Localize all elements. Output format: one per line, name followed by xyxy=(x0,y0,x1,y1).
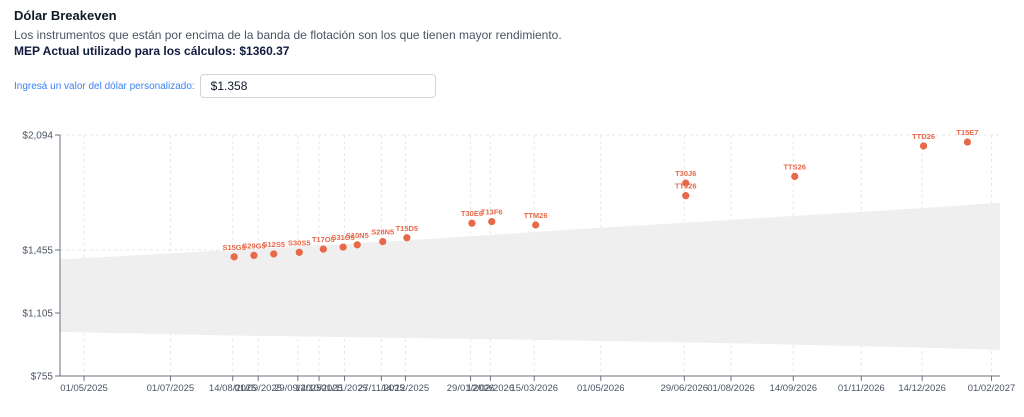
data-point xyxy=(532,221,540,229)
data-label: T30E6 xyxy=(461,209,483,218)
page-subtitle: Los instrumentos que están por encima de… xyxy=(14,28,562,42)
custom-dollar-label: Ingresá un valor del dólar personalizado… xyxy=(14,80,195,92)
data-point xyxy=(919,142,928,150)
data-point xyxy=(250,251,258,260)
data-label: S28N5 xyxy=(371,228,394,237)
chart-header: Dólar Breakeven Los instrumentos que est… xyxy=(14,8,1010,59)
x-tick-label: 29/06/2026 xyxy=(661,383,709,394)
x-tick-label: 12/02/2026 xyxy=(467,383,515,394)
data-label: T17O5 xyxy=(312,235,335,244)
x-tick-label: 14/10/2025 xyxy=(295,383,343,394)
x-tick-label: 15/03/2026 xyxy=(510,383,558,394)
x-tick-label: 01/07/2025 xyxy=(147,383,195,394)
custom-dollar-input[interactable] xyxy=(199,74,436,98)
data-point xyxy=(295,248,303,256)
x-tick-label: 01/08/2026 xyxy=(707,383,755,394)
x-tick-label: 01/05/2025 xyxy=(60,383,108,394)
y-tick-label: $2,094 xyxy=(22,131,53,142)
data-label: T30J6 xyxy=(675,169,696,178)
data-label: TTM26 xyxy=(524,211,548,220)
page-title: Dólar Breakeven xyxy=(14,8,117,23)
data-label: S29G5 xyxy=(242,241,265,250)
x-tick-label: 01/09/2025 xyxy=(234,383,282,394)
data-point xyxy=(682,192,690,200)
x-tick-label: 27/11/2025 xyxy=(358,383,405,394)
data-label: T13F6 xyxy=(481,208,503,217)
data-point xyxy=(270,250,278,258)
x-tick-label: 14/08/2025 xyxy=(209,383,257,394)
x-tick-label: 14/12/2025 xyxy=(382,383,430,394)
data-label: TTS26 xyxy=(783,162,806,171)
data-label: TTD26 xyxy=(912,132,935,141)
data-point xyxy=(353,241,361,249)
x-tick-label: 14/09/2026 xyxy=(770,383,818,394)
data-label: S10N5 xyxy=(346,231,369,240)
breakeven-chart: $2,094 $1,455 $1,105 $755 01/05/2025 01/07/20… xyxy=(0,120,1024,412)
data-label: S12S5 xyxy=(262,240,285,249)
mep-current-value: MEP Actual utilizado para los cálculos: … xyxy=(14,44,290,58)
x-tick-label: 29/09/2025 xyxy=(274,383,322,394)
data-point xyxy=(319,245,327,253)
x-tick-label: 29/01/2026 xyxy=(447,383,495,394)
flotation-band xyxy=(60,202,1000,350)
data-point xyxy=(379,237,387,246)
x-tick-label: 01/05/2026 xyxy=(577,383,625,394)
custom-dollar-row: Ingresá un valor del dólar personalizado… xyxy=(14,74,436,98)
x-tick-label: 01/11/2026 xyxy=(838,383,885,394)
y-tick-label: $755 xyxy=(31,372,54,383)
y-tick-label: $1,105 xyxy=(22,309,53,320)
breakeven-chart-svg: $2,094 $1,455 $1,105 $755 01/05/2025 01/07/20… xyxy=(22,128,1016,394)
x-tick-label: 14/12/2026 xyxy=(898,383,946,394)
data-point xyxy=(403,234,411,242)
data-point xyxy=(468,219,476,227)
x-tick-label: 01/11/2025 xyxy=(321,383,368,394)
data-point xyxy=(791,172,799,180)
y-tick-label: $1,455 xyxy=(22,246,53,257)
data-point xyxy=(230,253,238,261)
data-point xyxy=(488,217,496,226)
data-label: S30S5 xyxy=(288,238,311,247)
data-label: S31O5 xyxy=(331,233,354,242)
data-label: T15E7 xyxy=(956,128,978,137)
data-label: S15G5 xyxy=(222,243,245,252)
data-label: TTJ26 xyxy=(675,182,697,191)
x-tick-label: 01/02/2027 xyxy=(968,383,1016,394)
data-point xyxy=(682,179,690,187)
data-point xyxy=(339,243,347,251)
data-point xyxy=(963,138,972,146)
data-label: T15D5 xyxy=(396,224,419,233)
